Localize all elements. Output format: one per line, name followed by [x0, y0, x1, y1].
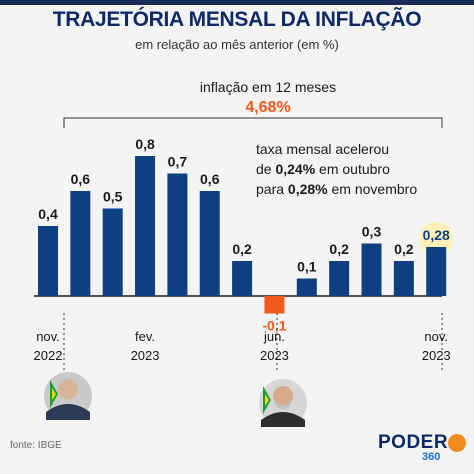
- logo-circle-icon: [448, 434, 466, 452]
- bar-1: [70, 191, 91, 296]
- x-tick-year-7: 2023: [260, 348, 289, 363]
- value-label-9: 0,2: [329, 241, 349, 257]
- bar-12: [426, 247, 447, 296]
- note-line-2: para 0,28% em novembro: [256, 181, 417, 197]
- bar-6: [232, 261, 253, 296]
- x-tick-month-7: jun.: [263, 329, 285, 344]
- x-tick-year-0: 2022: [34, 348, 63, 363]
- chart-title: TRAJETÓRIA MENSAL DA INFLAÇÃO: [52, 8, 422, 31]
- x-tick-year-3: 2023: [131, 348, 160, 363]
- bar-2: [102, 208, 123, 296]
- x-tick-month-3: fev.: [135, 329, 155, 344]
- bar-5: [199, 191, 220, 296]
- bracket-12-months: [63, 117, 443, 128]
- bar-0: [38, 226, 58, 296]
- bar-8: [296, 278, 317, 296]
- value-label-1: 0,6: [71, 171, 91, 187]
- top-accent-bar: [0, 0, 474, 5]
- value-label-11: 0,2: [394, 241, 414, 257]
- value-label-6: 0,2: [232, 241, 252, 257]
- bracket-label: inflação em 12 meses: [200, 79, 336, 95]
- x-tick-month-0: nov.: [36, 329, 60, 344]
- bar-10: [361, 243, 382, 296]
- value-label-7: -0,1: [262, 318, 286, 334]
- note-line-0: taxa mensal acelerou: [256, 141, 389, 157]
- bar-3: [135, 156, 156, 296]
- value-label-12: 0,28: [423, 227, 450, 243]
- chart-subtitle: em relação ao mês anterior (em %): [135, 37, 339, 52]
- value-label-3: 0,8: [135, 136, 155, 152]
- value-label-4: 0,7: [168, 154, 188, 170]
- value-label-0: 0,4: [38, 206, 58, 222]
- bar-9: [329, 261, 350, 296]
- value-label-2: 0,5: [103, 189, 123, 205]
- logo-wordmark: PODER: [378, 432, 449, 453]
- value-label-8: 0,1: [297, 259, 317, 275]
- bar-11: [393, 261, 414, 296]
- bracket-value: 4,68%: [245, 99, 290, 116]
- value-label-5: 0,6: [200, 171, 220, 187]
- value-label-10: 0,3: [362, 224, 382, 240]
- bar-7: [264, 296, 285, 314]
- bar-4: [167, 173, 188, 296]
- x-tick-year-12: 2023: [422, 348, 451, 363]
- note-line-1: de 0,24% em outubro: [256, 161, 390, 177]
- source-note: fonte: IBGE: [10, 440, 62, 451]
- poder360-logo: PODER 360: [378, 432, 468, 466]
- x-tick-month-12: nov.: [424, 329, 448, 344]
- logo-number: 360: [422, 451, 441, 463]
